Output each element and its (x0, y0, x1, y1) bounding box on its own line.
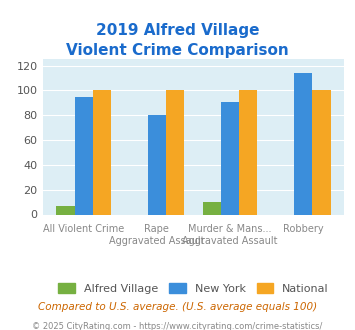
Bar (148, 115, 166, 214)
Text: Compared to U.S. average. (U.S. average equals 100): Compared to U.S. average. (U.S. average … (38, 302, 317, 312)
Bar (93, 90, 111, 214)
Text: 2019 Alfred Village: 2019 Alfred Village (96, 23, 259, 38)
Bar (75, 97, 93, 214)
Bar (239, 90, 257, 214)
Bar (203, 202, 221, 215)
Legend: Alfred Village, New York, National: Alfred Village, New York, National (54, 279, 333, 299)
Text: Violent Crime Comparison: Violent Crime Comparison (66, 43, 289, 58)
Bar (56, 206, 75, 214)
Bar (312, 90, 331, 214)
Bar (166, 90, 184, 214)
Bar (221, 102, 239, 214)
Text: © 2025 CityRating.com - https://www.cityrating.com/crime-statistics/: © 2025 CityRating.com - https://www.city… (32, 322, 323, 330)
Bar (294, 73, 312, 215)
